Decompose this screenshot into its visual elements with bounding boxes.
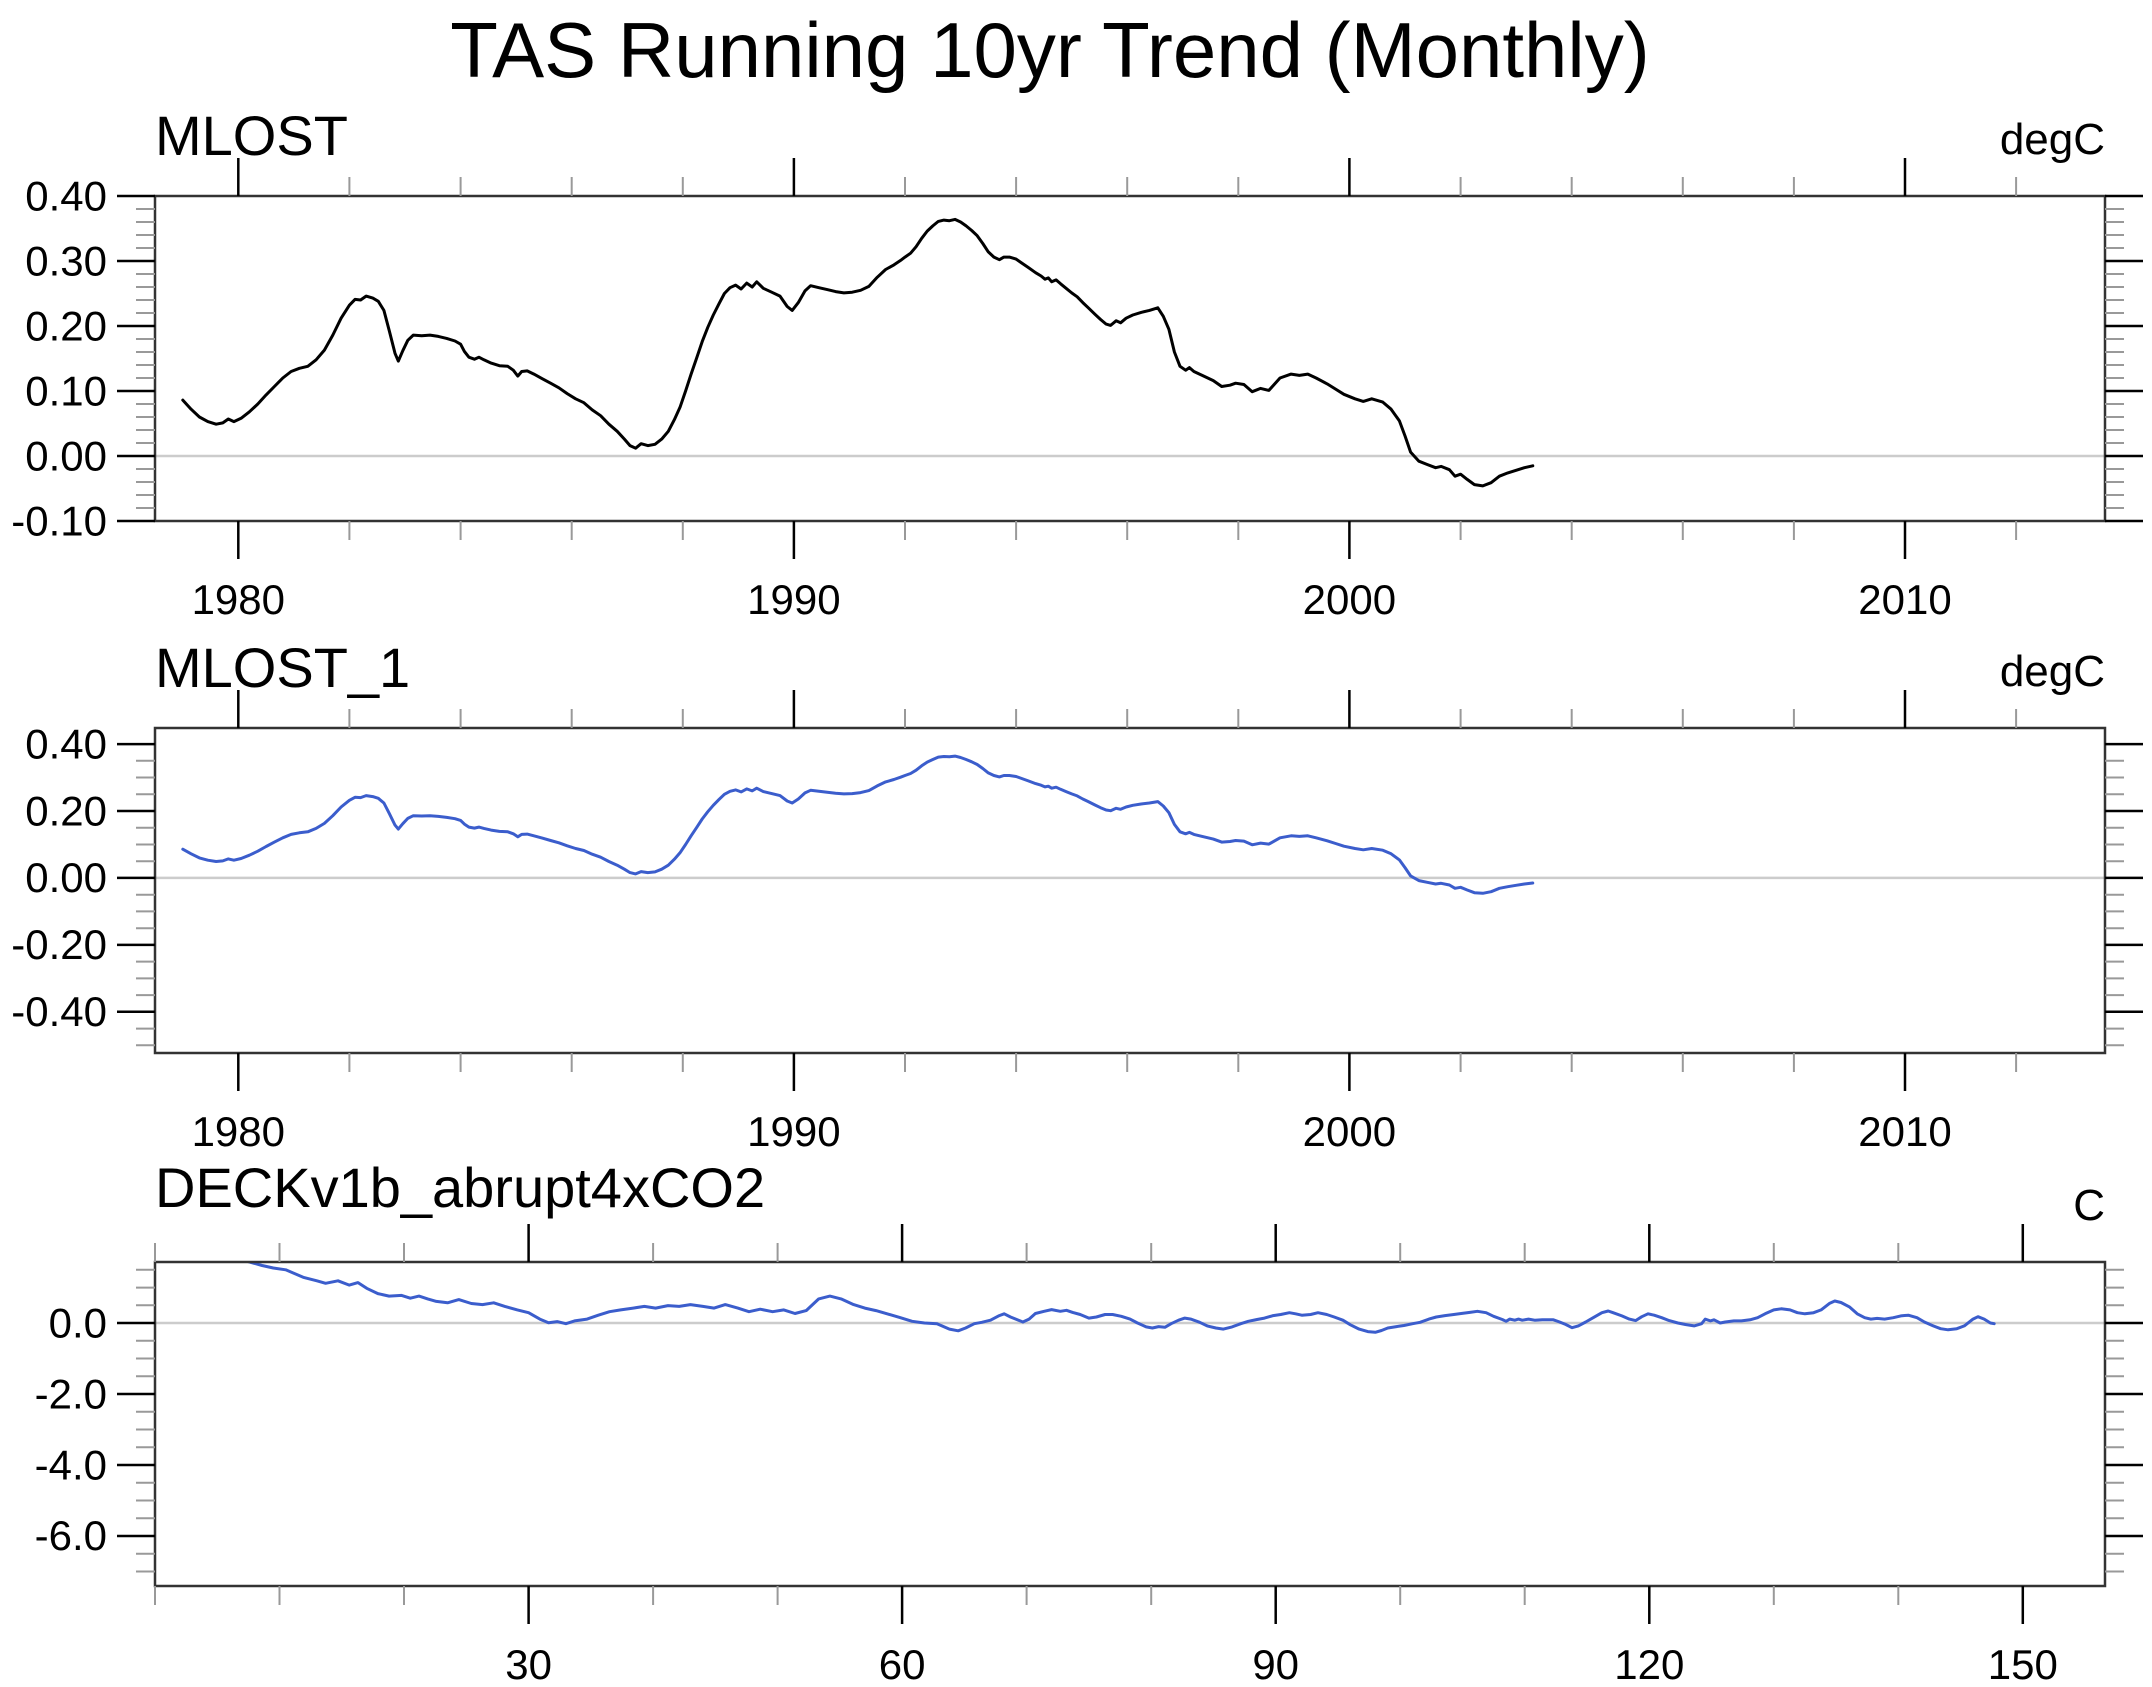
panel-0-frame	[153, 194, 2107, 523]
y-tick-label: 0.20	[25, 787, 107, 834]
x-tick-label: 90	[1252, 1641, 1299, 1687]
x-tick-label: 2000	[1303, 576, 1396, 623]
panel-0-ticks	[117, 158, 2143, 559]
panel-1-frame	[153, 726, 2107, 1055]
x-tick-label: 1990	[747, 1108, 840, 1155]
y-tick-label: -4.0	[35, 1441, 107, 1488]
y-tick-label: 0.10	[25, 367, 107, 414]
y-tick-label: 0.00	[25, 854, 107, 901]
y-tick-label: -2.0	[35, 1370, 107, 1417]
panel-deckv1b-label: DECKv1b_abrupt4xCO2	[155, 1156, 766, 1219]
panel-deckv1b-unit: C	[2073, 1181, 2105, 1230]
y-tick-label: 0.20	[25, 302, 107, 349]
panel-mlost-label: MLOST	[155, 104, 348, 167]
series-DECKv1b_abrupt4xCO2	[244, 1262, 1996, 1334]
series-MLOST	[181, 217, 1535, 488]
x-tick-label: 2010	[1858, 1108, 1951, 1155]
y-tick-label: 0.30	[25, 237, 107, 284]
y-tick-label: 0.00	[25, 432, 107, 479]
y-tick-label: -0.40	[11, 988, 107, 1035]
x-tick-label: 1980	[192, 1108, 285, 1155]
y-tick-label: -0.20	[11, 921, 107, 968]
series-MLOST_1	[181, 754, 1535, 895]
x-tick-label: 60	[879, 1641, 926, 1687]
panel-2-plot: 30 60 90 120 150 0.0 -2.0 -4.0 -6.0	[35, 1224, 2143, 1687]
panel-mlost-1-label: MLOST_1	[155, 636, 411, 699]
x-tick-label: 120	[1614, 1641, 1684, 1687]
x-tick-label: 1980	[192, 576, 285, 623]
x-tick-label: 2000	[1303, 1108, 1396, 1155]
panel-1-ticks	[117, 690, 2143, 1091]
panel-mlost-unit: degC	[1999, 115, 2105, 164]
x-tick-label: 30	[505, 1641, 552, 1687]
chart-title: TAS Running 10yr Trend (Monthly)	[450, 6, 1650, 94]
y-tick-label: -6.0	[35, 1512, 107, 1559]
panel-0-plot: 1980 1990 2000 2010 0.40 0.30 0.20 0.10 0.00 -0.1…	[11, 158, 2143, 623]
panel-1-plot: 1980 1990 2000 2010 0.40 0.20 0.00 -0.20 -0.40	[11, 690, 2143, 1155]
x-tick-label: 1990	[747, 576, 840, 623]
x-tick-label: 150	[1988, 1641, 2058, 1687]
x-tick-label: 2010	[1858, 576, 1951, 623]
y-tick-label: -0.10	[11, 497, 107, 544]
y-tick-label: 0.0	[49, 1299, 107, 1346]
panel-2-ticks	[117, 1224, 2143, 1624]
panel-mlost-1-unit: degC	[1999, 647, 2105, 696]
y-tick-label: 0.40	[25, 172, 107, 219]
panel-2-frame	[153, 1260, 2107, 1588]
y-tick-label: 0.40	[25, 720, 107, 767]
